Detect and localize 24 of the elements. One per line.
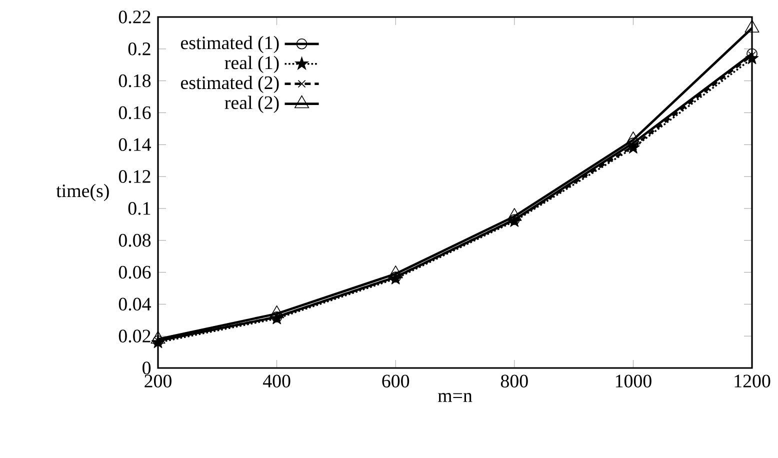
y-tick-label: 0.06 [118, 266, 151, 279]
y-tick-label: 0.22 [118, 10, 150, 24]
legend-label: estimated (1) [180, 36, 279, 54]
x-axis-title: m=n [438, 392, 472, 402]
legend-label: estimated (2) [180, 76, 279, 93]
y-tick-label: 0.04 [118, 298, 152, 311]
y-axis-title: time(s) [56, 184, 109, 202]
y-tick-label: 0.1 [128, 202, 150, 215]
y-tick-label: 0.14 [118, 138, 152, 152]
y-tick-label: 0.16 [118, 106, 151, 120]
y-tick-label: 0.12 [118, 170, 150, 183]
y-tick-label: 0 [142, 362, 151, 374]
y-tick-label: 0.18 [118, 74, 151, 88]
x-tick-label: 200 [144, 374, 172, 388]
x-tick-label: 400 [262, 374, 290, 388]
legend-label: real (1) [224, 56, 279, 74]
x-tick-label: 1200 [734, 374, 770, 388]
y-tick-label: 0.08 [118, 234, 151, 247]
y-tick-label: 0.2 [128, 42, 150, 56]
x-tick-label: 800 [500, 374, 528, 388]
y-tick-label: 0.02 [118, 330, 150, 343]
x-tick-label: 1000 [616, 374, 652, 388]
x-tick-label: 600 [382, 374, 410, 388]
legend-label: real (2) [224, 96, 279, 113]
